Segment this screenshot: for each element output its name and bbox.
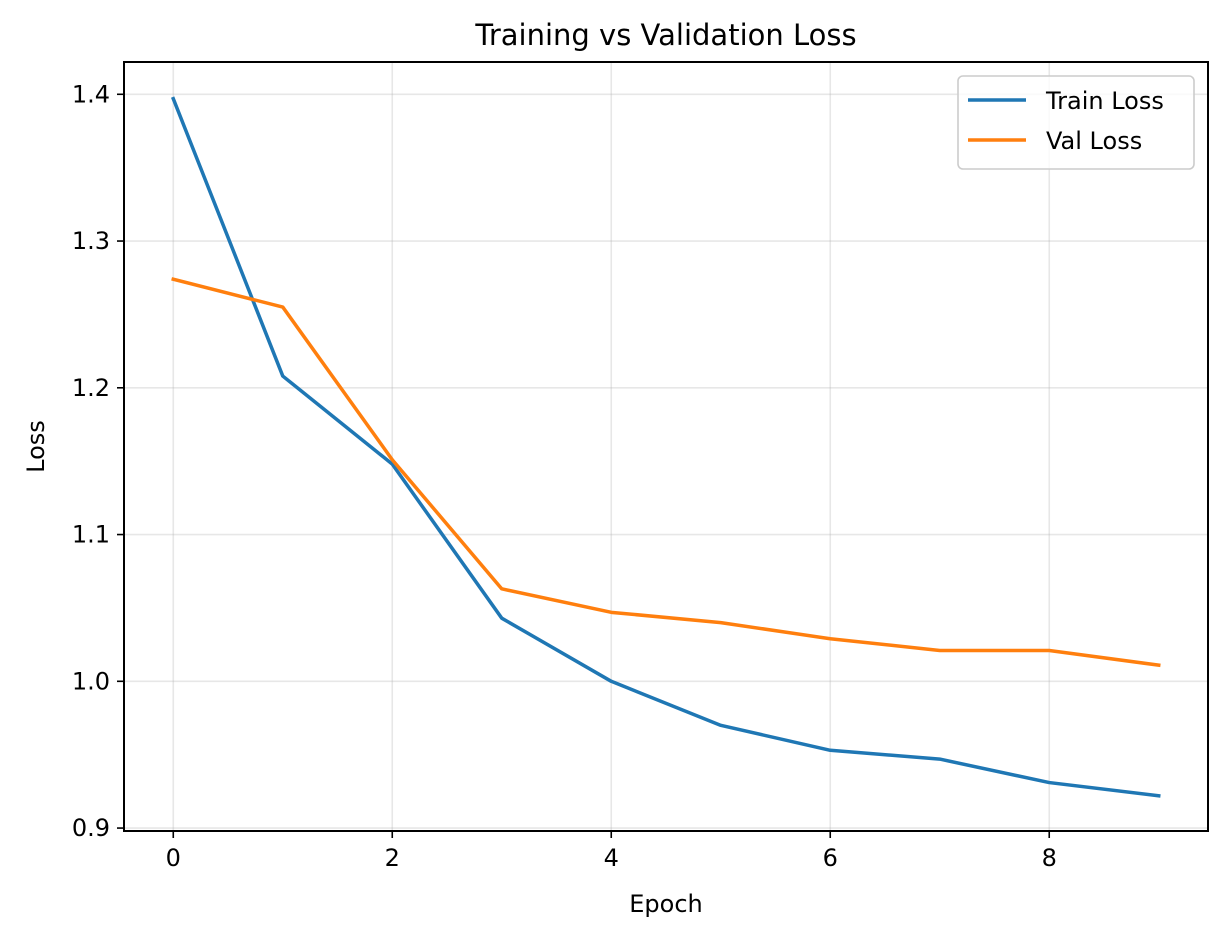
series-line-val-loss bbox=[171, 277, 1161, 668]
x-axis-ticks: 0 2 4 6 8 bbox=[166, 831, 1057, 872]
y-tick-label: 1.1 bbox=[72, 521, 110, 549]
x-tick-label: 0 bbox=[166, 844, 181, 872]
y-axis-label: Loss bbox=[22, 420, 50, 473]
legend-label: Val Loss bbox=[1046, 127, 1142, 155]
plot-frame bbox=[123, 61, 1209, 832]
y-tick-label: 1.0 bbox=[72, 667, 110, 695]
x-tick-label: 8 bbox=[1042, 844, 1057, 872]
y-axis-ticks: 0.9 1.0 1.1 1.2 1.3 1.4 bbox=[72, 80, 124, 842]
series-line-train-loss bbox=[170, 96, 1161, 798]
legend: Train Loss Val Loss bbox=[957, 75, 1195, 170]
y-tick-label: 1.2 bbox=[72, 374, 110, 402]
y-tick-label: 1.3 bbox=[72, 227, 110, 255]
chart-title: Training vs Validation Loss bbox=[474, 18, 856, 52]
legend-label: Train Loss bbox=[1045, 87, 1164, 115]
x-tick-label: 2 bbox=[385, 844, 400, 872]
x-tick-label: 6 bbox=[823, 844, 838, 872]
x-axis-label: Epoch bbox=[629, 890, 703, 918]
y-tick-label: 0.9 bbox=[72, 814, 110, 842]
y-tick-label: 1.4 bbox=[72, 80, 110, 108]
series-lines bbox=[170, 96, 1161, 798]
x-tick-label: 4 bbox=[604, 844, 619, 872]
